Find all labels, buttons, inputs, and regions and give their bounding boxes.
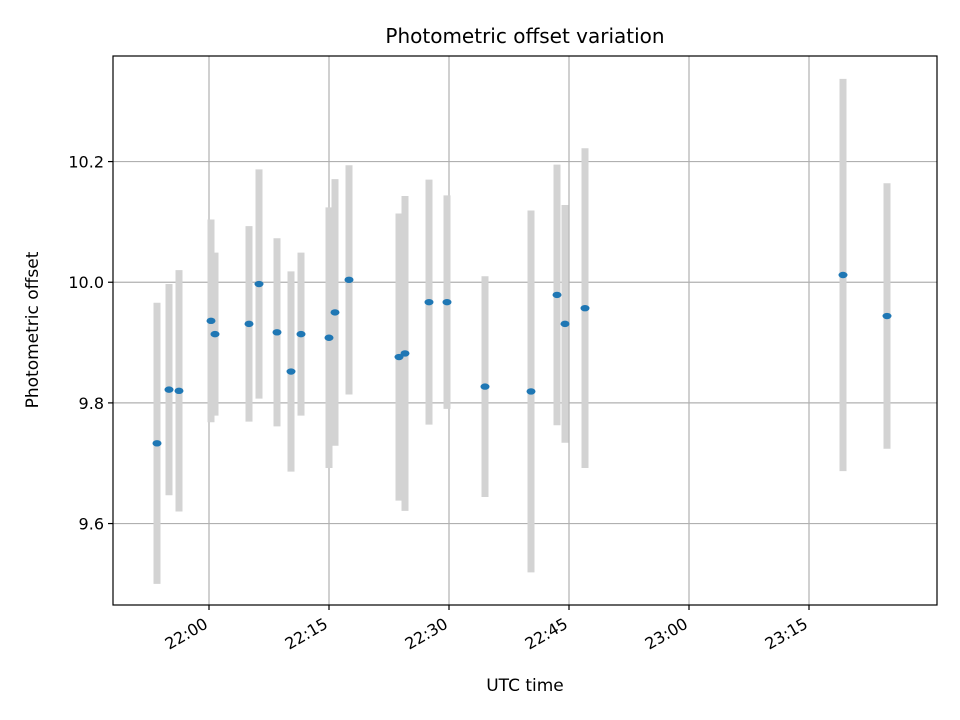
data-point [580, 304, 590, 312]
data-point [286, 368, 296, 375]
data-point [206, 317, 216, 325]
y-tick-label: 9.6 [79, 515, 104, 534]
data-point [344, 276, 354, 284]
data-point [400, 350, 410, 357]
data-point [560, 320, 570, 328]
data-point [174, 387, 184, 395]
data-point [152, 440, 162, 447]
data-point [272, 329, 282, 336]
y-tick-label: 9.8 [79, 394, 104, 413]
data-point [526, 388, 536, 395]
data-point [442, 298, 452, 306]
y-tick-label: 10.2 [68, 153, 104, 172]
data-point [210, 330, 220, 338]
data-point [838, 271, 848, 279]
plot-frame [112, 55, 938, 606]
data-point [244, 320, 254, 328]
data-point [330, 309, 340, 316]
data-point [552, 291, 562, 299]
data-points [152, 271, 892, 447]
data-point [164, 386, 174, 393]
y-axis-label: Photometric offset [23, 251, 43, 408]
data-point [480, 383, 490, 390]
data-point [882, 312, 892, 320]
data-point [296, 330, 306, 338]
plot-area-background [113, 56, 937, 605]
data-point [254, 280, 264, 288]
y-tick-label: 10.0 [68, 273, 104, 292]
data-point [394, 353, 404, 361]
data-point [424, 298, 434, 306]
x-axis-label: UTC time [486, 676, 564, 696]
data-point [324, 334, 334, 341]
chart-title: Photometric offset variation [385, 24, 664, 48]
